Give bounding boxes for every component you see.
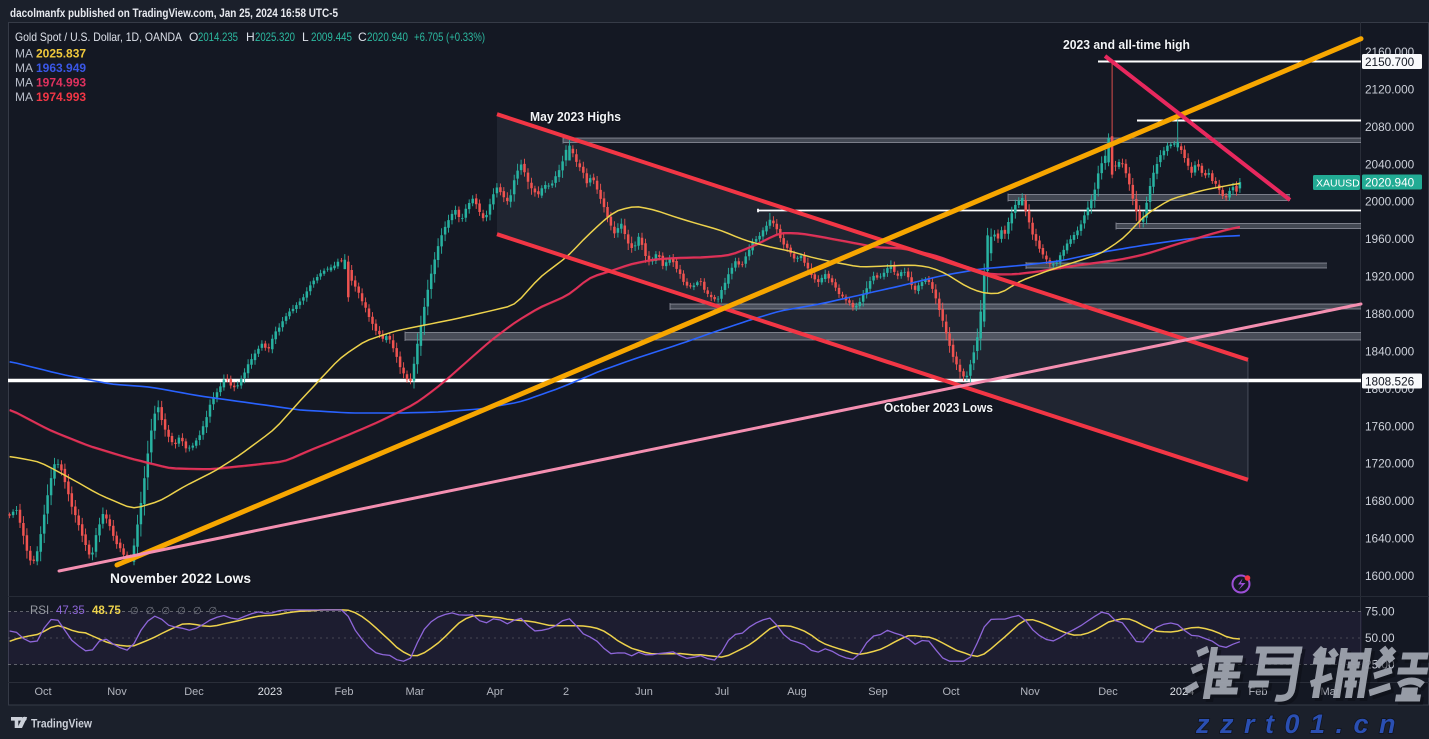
- svg-text:1920.000: 1920.000: [1365, 270, 1415, 284]
- svg-text:1600.000: 1600.000: [1365, 569, 1415, 583]
- svg-text:Mar: Mar: [406, 686, 425, 698]
- svg-text:2023 and all-time high: 2023 and all-time high: [1063, 37, 1190, 52]
- svg-text:1880.000: 1880.000: [1365, 307, 1415, 321]
- svg-text:Oct: Oct: [942, 686, 959, 698]
- svg-text:2040.000: 2040.000: [1365, 157, 1415, 171]
- svg-text:Jun: Jun: [635, 686, 653, 698]
- svg-text:Sep: Sep: [868, 686, 888, 698]
- svg-text:May 2023 Highs: May 2023 Highs: [530, 109, 621, 124]
- svg-text:Oct: Oct: [34, 686, 51, 698]
- svg-text:2020.940: 2020.940: [1365, 175, 1415, 189]
- svg-text:1963.949: 1963.949: [36, 61, 86, 75]
- svg-text:Jul: Jul: [715, 686, 729, 698]
- svg-text:1720.000: 1720.000: [1365, 457, 1415, 471]
- svg-text:1760.000: 1760.000: [1365, 419, 1415, 433]
- svg-text:2: 2: [563, 686, 569, 698]
- svg-text:Dec: Dec: [1098, 686, 1118, 698]
- svg-text:1808.526: 1808.526: [1365, 374, 1415, 388]
- svg-text:1680.000: 1680.000: [1365, 494, 1415, 508]
- svg-text:MA: MA: [15, 61, 33, 75]
- svg-text:75.00: 75.00: [1365, 605, 1395, 619]
- svg-text:L: L: [302, 30, 309, 44]
- svg-text:Feb: Feb: [335, 686, 354, 698]
- svg-text:2009.445: 2009.445: [311, 30, 352, 44]
- svg-text:50.00: 50.00: [1365, 631, 1395, 645]
- svg-text:∅∅∅∅∅∅: ∅∅∅∅∅∅: [130, 606, 224, 617]
- svg-text:47.35: 47.35: [56, 605, 85, 617]
- svg-text:2023: 2023: [258, 686, 282, 698]
- svg-text:2120.000: 2120.000: [1365, 82, 1415, 96]
- svg-text:1974.993: 1974.993: [36, 90, 86, 104]
- svg-text:zzrt01.cn: zzrt01.cn: [1195, 709, 1406, 739]
- svg-text:2000.000: 2000.000: [1365, 195, 1415, 209]
- svg-text:1640.000: 1640.000: [1365, 532, 1415, 546]
- svg-text:+6.705 (+0.33%): +6.705 (+0.33%): [414, 30, 485, 44]
- svg-text:October 2023 Lows: October 2023 Lows: [884, 400, 993, 415]
- svg-text:dacolmanfx published on Tradin: dacolmanfx published on TradingView.com,…: [10, 6, 338, 20]
- svg-text:XAUUSD: XAUUSD: [1316, 178, 1360, 190]
- svg-text:1840.000: 1840.000: [1365, 344, 1415, 358]
- svg-text:1974.993: 1974.993: [36, 76, 86, 90]
- svg-text:1960.000: 1960.000: [1365, 232, 1415, 246]
- svg-text:48.75: 48.75: [92, 605, 121, 617]
- svg-text:TradingView: TradingView: [31, 719, 92, 731]
- svg-text:2025.837: 2025.837: [36, 47, 86, 61]
- svg-text:O: O: [189, 30, 198, 44]
- svg-text:2025.320: 2025.320: [255, 30, 295, 44]
- svg-text:Apr: Apr: [486, 686, 503, 698]
- svg-text:Nov: Nov: [1020, 686, 1040, 698]
- svg-text:Nov: Nov: [107, 686, 127, 698]
- svg-text:MA: MA: [15, 76, 33, 90]
- svg-text:Dec: Dec: [184, 686, 204, 698]
- svg-text:C: C: [358, 30, 367, 44]
- svg-text:MA: MA: [15, 47, 33, 61]
- svg-text:Gold Spot / U.S. Dollar, 1D, O: Gold Spot / U.S. Dollar, 1D, OANDA: [15, 30, 182, 44]
- svg-text:2020.940: 2020.940: [367, 30, 408, 44]
- svg-text:2150.700: 2150.700: [1365, 55, 1415, 69]
- svg-text:2014.235: 2014.235: [198, 30, 238, 44]
- svg-text:MA: MA: [15, 90, 33, 104]
- svg-text:November 2022 Lows: November 2022 Lows: [110, 571, 251, 586]
- svg-text:RSI: RSI: [30, 605, 49, 617]
- svg-text:H: H: [246, 30, 255, 44]
- svg-text:2080.000: 2080.000: [1365, 120, 1415, 134]
- svg-text:Aug: Aug: [787, 686, 807, 698]
